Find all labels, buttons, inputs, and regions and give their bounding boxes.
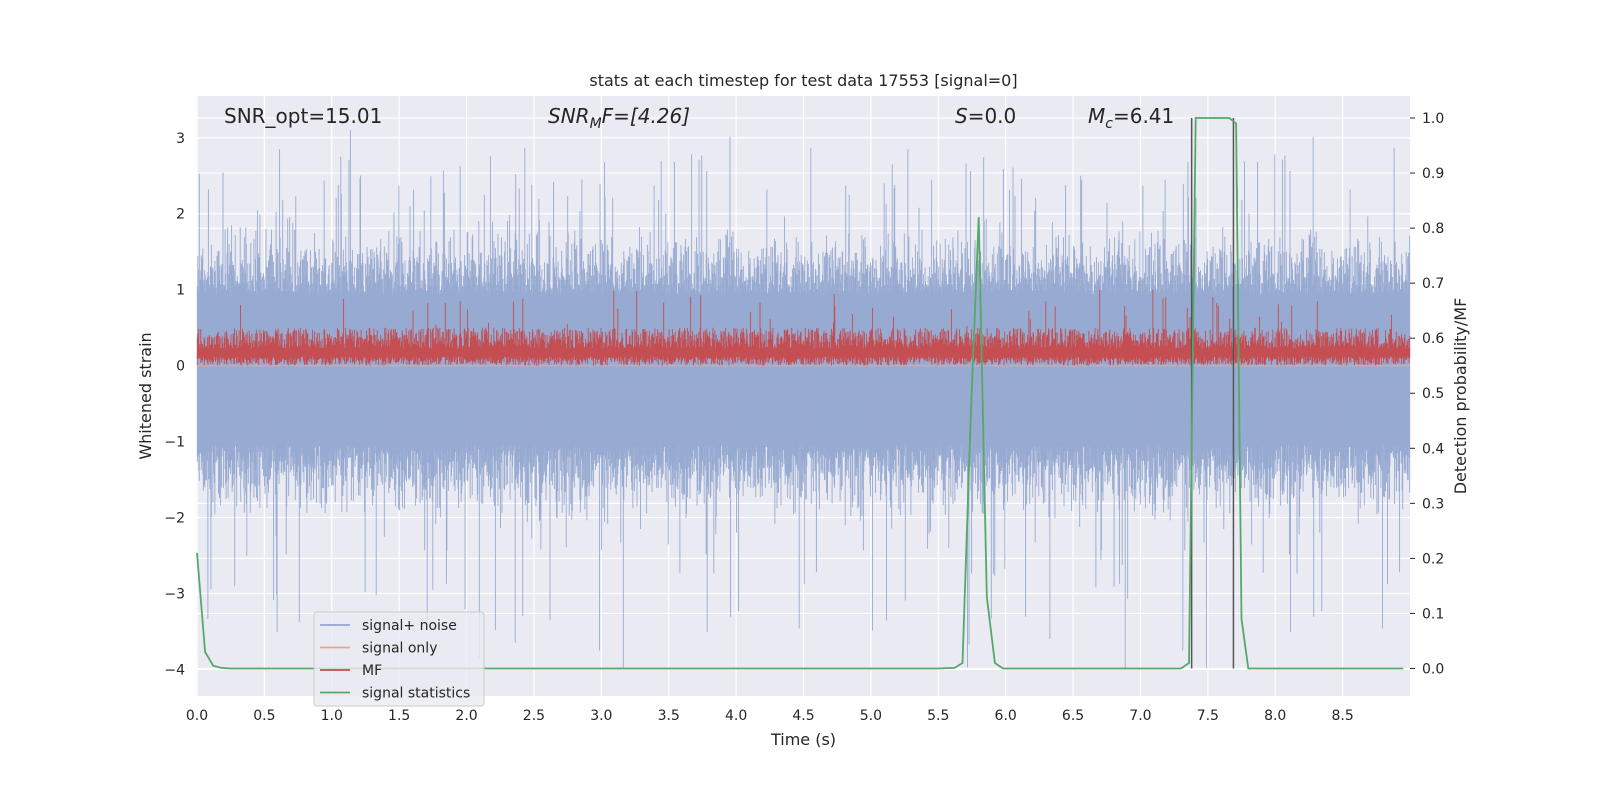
y-tick-label: −2 <box>164 511 185 527</box>
y2-tick-label: 0.7 <box>1422 276 1444 292</box>
annotation-snr-mf-name: SNR <box>548 104 590 128</box>
x-tick-label: 6.5 <box>1062 708 1084 724</box>
x-tick-label: 3.5 <box>658 708 680 724</box>
y-tick-label: −1 <box>164 435 185 451</box>
x-tick-label: 0.0 <box>186 708 208 724</box>
annotation-snr-mf-rest: F=[4.26] <box>602 104 690 128</box>
y-tick-label: −3 <box>164 586 185 602</box>
x-tick-label: 8.5 <box>1331 708 1353 724</box>
annotation-snr-opt: SNR_opt=15.01 <box>224 104 382 128</box>
y-tick-label: 0 <box>176 359 185 375</box>
series-signal-noise <box>196 130 1411 670</box>
x-tick-label: 2.5 <box>523 708 545 724</box>
legend-label: MF <box>362 663 382 679</box>
y2-tick-label: 0.9 <box>1422 166 1444 182</box>
annotation-mc-name: M <box>1088 104 1105 128</box>
y2-tick-label: 0.4 <box>1422 441 1444 457</box>
annotation-mc-rest: =6.41 <box>1113 104 1174 128</box>
x-tick-label: 3.0 <box>590 708 612 724</box>
y2-tick-label: 0.1 <box>1422 606 1444 622</box>
annotation-snr-mf: SNRMF=[4.26] <box>548 104 690 132</box>
annotations: SNR_opt=15.01 SNRMF=[4.26] S=0.0 Mc=6.41 <box>224 104 1174 132</box>
x-tick-label: 8.0 <box>1264 708 1286 724</box>
y-tick-label: 2 <box>176 207 185 223</box>
y2-tick-label: 0.8 <box>1422 221 1444 237</box>
annotation-s-name: S <box>955 104 968 128</box>
signal-noise-line <box>196 130 1411 670</box>
y2-tick-label: 0.6 <box>1422 331 1444 347</box>
x-tick-label: 4.0 <box>725 708 747 724</box>
signal-statistics-line <box>196 117 1404 670</box>
annotation-snr-mf-sub: M <box>590 116 602 132</box>
legend-label: signal+ noise <box>362 618 457 634</box>
legend-box <box>313 611 485 707</box>
y-axis-title: Whitened strain <box>136 332 155 459</box>
y-tick-label: −4 <box>164 662 185 678</box>
y2-tick-label: 0.2 <box>1422 551 1444 567</box>
annotation-mc-sub: c <box>1105 116 1113 132</box>
y-tick-label: 3 <box>176 131 185 147</box>
series-mf <box>196 289 1411 366</box>
y2-tick-label: 0.0 <box>1422 661 1444 677</box>
y2-tick-label: 0.5 <box>1422 386 1444 402</box>
annotation-mc: Mc=6.41 <box>1088 104 1174 132</box>
x-tick-label: 1.5 <box>388 708 410 724</box>
x-tick-label: 0.5 <box>253 708 275 724</box>
mf-line <box>196 289 1411 366</box>
annotation-s: S=0.0 <box>955 104 1016 128</box>
tick-labels: 0.0 0.5 1.0 1.5 2.0 2.5 3.0 3.5 4.0 4.5 5.0 5.5 6.0 6… <box>164 111 1444 724</box>
x-tick-label: 5.0 <box>860 708 882 724</box>
chart-title: stats at each timestep for test data 175… <box>589 71 1017 90</box>
legend-label: signal only <box>362 641 437 657</box>
y2-axis-title: Detection probability/MF <box>1451 298 1470 495</box>
y2-tick-label: 1.0 <box>1422 111 1444 127</box>
x-tick-label: 2.0 <box>455 708 477 724</box>
x-tick-label: 6.0 <box>995 708 1017 724</box>
legend: signal+ noise signal only MF signal statist… <box>313 611 485 707</box>
annotation-s-rest: =0.0 <box>968 104 1017 128</box>
x-tick-label: 7.5 <box>1197 708 1219 724</box>
x-tick-label: 1.0 <box>321 708 343 724</box>
y-tick-label: 1 <box>176 283 185 299</box>
x-tick-label: 5.5 <box>927 708 949 724</box>
series-signal-statistics <box>196 117 1404 670</box>
x-axis-title: Time (s) <box>770 730 836 749</box>
y2-tick-label: 0.3 <box>1422 496 1444 512</box>
legend-label: signal statistics <box>362 686 470 702</box>
x-tick-label: 7.0 <box>1129 708 1151 724</box>
x-tick-label: 4.5 <box>792 708 814 724</box>
